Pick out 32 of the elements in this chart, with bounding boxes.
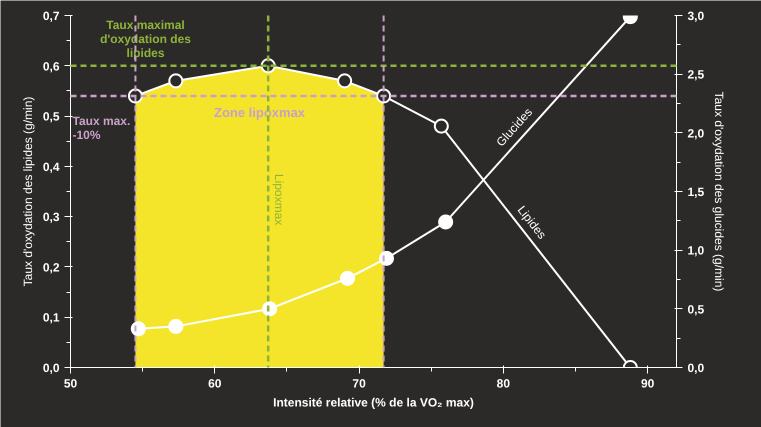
y-tick-label: 0,1 xyxy=(42,310,60,325)
y-axis-title: Taux d'oxydation des lipides (g/min) xyxy=(20,96,35,286)
y2-tick-label: 3,0 xyxy=(688,9,705,23)
y2-tick-label: 1,5 xyxy=(688,185,705,199)
band-label: Zone lipoxmax xyxy=(214,104,306,120)
ref-line-label: Taux maximal d'oxydation des lipides xyxy=(100,18,192,60)
ref-line-label: Lipoxmax xyxy=(272,174,286,226)
y-tick-label: 0,6 xyxy=(42,59,60,74)
y2-axis-title: Taux d'oxydation des glucides (g/min) xyxy=(712,92,726,292)
y2-tick-label: 0,0 xyxy=(688,361,705,375)
y-tick-label: 0,3 xyxy=(42,210,60,224)
y2-tick-label: 2,0 xyxy=(688,126,705,140)
y-tick-label: 0,0 xyxy=(42,361,60,375)
point xyxy=(378,250,394,266)
x-tick-label: 50 xyxy=(64,376,78,390)
ref-line-label: Taux max. -10% xyxy=(72,114,130,142)
y-tick-label: 0,7 xyxy=(42,9,60,23)
y2-tick-label: 1,0 xyxy=(688,244,705,258)
x-tick-label: 80 xyxy=(496,376,510,390)
x-tick-label: 70 xyxy=(352,376,366,390)
point xyxy=(168,318,184,334)
y-tick-label: 0,4 xyxy=(42,160,60,174)
y2-tick-label: 0,5 xyxy=(688,302,705,316)
y2-tick-label: 2,5 xyxy=(688,68,705,82)
x-tick-label: 90 xyxy=(640,376,655,390)
point xyxy=(438,214,454,230)
y-tick-label: 0,2 xyxy=(42,260,60,274)
x-axis-title: Intensité relative (% de la VO₂ max) xyxy=(273,396,474,410)
x-tick-label: 60 xyxy=(208,376,222,390)
y-tick-label: 0,5 xyxy=(42,110,60,124)
point xyxy=(340,270,356,286)
point xyxy=(130,321,146,336)
